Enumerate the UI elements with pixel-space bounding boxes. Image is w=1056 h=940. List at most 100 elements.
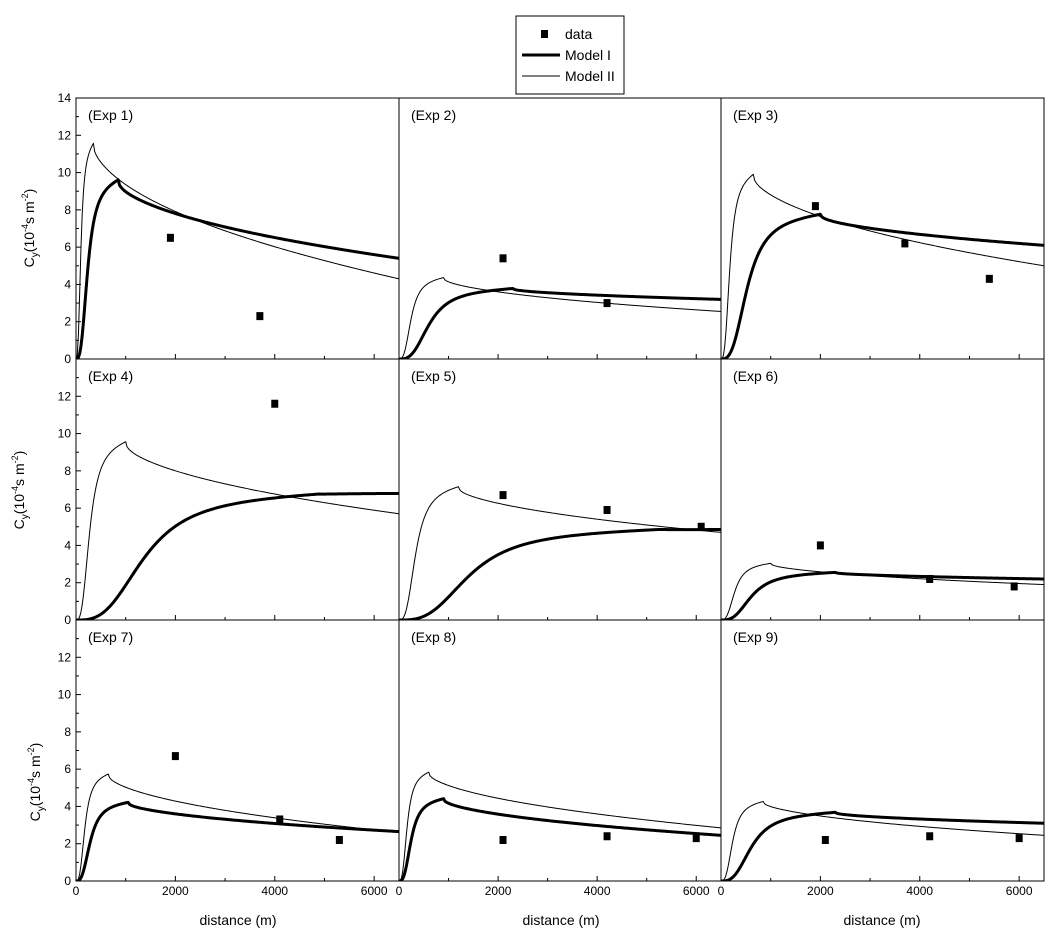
y-tick-label: 10 <box>58 166 72 180</box>
y-axis-label-row2: Cy(10-4s m-2) <box>10 451 31 530</box>
data-point <box>499 835 507 844</box>
y-tick-label: 10 <box>58 427 72 441</box>
panel-exp-9: 0 2000 4000 6000 (Exp 9) <box>718 619 1045 898</box>
ylabel-close: ) <box>21 189 37 194</box>
x-tick-label: 0 <box>396 884 403 898</box>
x-axis-label-col2: distance (m) <box>522 912 599 928</box>
data-point <box>811 202 819 211</box>
panel-exp-4: 0 2 4 6 8 10 12 (Exp 4) <box>58 358 400 627</box>
legend-data-marker <box>541 30 548 38</box>
x-tick-label: 0 <box>73 884 80 898</box>
y-axis-label-row1: Cy(10-4s m-2) <box>20 189 41 268</box>
svg-text:Cy(10-4s m-2): Cy(10-4s m-2) <box>26 743 47 822</box>
ylabel-c: C <box>27 811 43 821</box>
model-2-curve <box>721 800 1044 881</box>
ylabel-s: s m <box>11 463 27 486</box>
data-point <box>985 274 993 283</box>
data-point <box>256 312 264 321</box>
ylabel-exp2: -2 <box>10 455 20 463</box>
panel-label: (Exp 9) <box>733 629 778 645</box>
panel-curves <box>721 800 1044 881</box>
y-tick-label: 12 <box>58 389 72 403</box>
panel-curves <box>721 173 1044 359</box>
ylabel-paren: (10 <box>11 494 27 514</box>
y-tick-label: 4 <box>64 799 71 813</box>
panel-exp-5: (Exp 5) <box>398 358 722 621</box>
y-tick-label: 6 <box>64 762 71 776</box>
data-point <box>692 834 700 843</box>
panel-frame <box>398 97 722 360</box>
y-axis-labels: Cy(10-4s m-2) Cy(10-4s m-2) Cy(10-4s m-2… <box>10 189 47 822</box>
panel-exp-1: 0 2 4 6 8 10 12 14 (Exp 1) <box>58 91 400 366</box>
y-tick-label: 0 <box>64 874 71 888</box>
x-tick-label: 6000 <box>683 884 710 898</box>
ylabel-exp: -4 <box>20 224 30 232</box>
ylabel-c: C <box>21 257 37 267</box>
model-1-curve <box>399 797 721 881</box>
data-point <box>926 832 934 841</box>
y-tick-label: 8 <box>64 725 71 739</box>
panel-label: (Exp 7) <box>88 629 133 645</box>
data-point <box>697 522 705 531</box>
y-tick-label: 12 <box>58 650 72 664</box>
panel-frame <box>398 358 722 621</box>
svg-text:Cy(10-4s m-2): Cy(10-4s m-2) <box>10 451 31 530</box>
model-2-curve <box>721 173 1044 359</box>
panel-label: (Exp 1) <box>88 107 133 123</box>
model-1-curve <box>399 286 721 359</box>
y-tick-label: 8 <box>64 464 71 478</box>
panel-curves <box>76 142 399 359</box>
ylabel-sub: y <box>20 514 31 519</box>
x-axis-labels: distance (m) distance (m) distance (m) <box>199 912 920 928</box>
model-1-curve <box>721 810 1044 881</box>
y-axis-label-row3: Cy(10-4s m-2) <box>26 743 47 822</box>
y-tick-label: 14 <box>58 91 72 105</box>
y-tick-label: 2 <box>64 315 71 329</box>
data-point <box>603 506 611 515</box>
svg-text:Cy(10-4s m-2): Cy(10-4s m-2) <box>20 189 41 268</box>
x-tick-label: 0 <box>718 884 725 898</box>
x-tick-label: 6000 <box>1006 884 1033 898</box>
panels: 0 2 4 6 8 10 12 14 (Exp 1) (Exp 2) (Exp 3) 0 2 4 6 8 10 1… <box>58 91 1045 898</box>
panel-frame <box>720 358 1045 621</box>
y-tick-label: 4 <box>64 538 71 552</box>
ylabel-s: s m <box>27 755 43 778</box>
panel-curves <box>399 771 721 881</box>
x-tick-label: 4000 <box>584 884 611 898</box>
ylabel-close: ) <box>11 451 27 456</box>
y-tick-label: 12 <box>58 128 72 142</box>
data-point <box>1010 582 1018 591</box>
panel-exp-6: (Exp 6) <box>720 358 1045 621</box>
panel-exp-8: 0 2000 4000 6000 (Exp 8) <box>396 619 722 898</box>
panel-label: (Exp 8) <box>411 629 456 645</box>
ylabel-sub: y <box>36 806 47 811</box>
panel-curves <box>721 562 1044 620</box>
x-axis-label-col3: distance (m) <box>843 912 920 928</box>
panel-frame <box>75 358 400 621</box>
model-2-curve <box>76 441 399 620</box>
y-tick-label: 2 <box>64 576 71 590</box>
panel-label: (Exp 4) <box>88 368 133 384</box>
y-tick-label: 0 <box>64 613 71 627</box>
y-tick-label: 6 <box>64 501 71 515</box>
y-tick-label: 2 <box>64 837 71 851</box>
data-point <box>603 299 611 308</box>
panel-exp-3: (Exp 3) <box>720 97 1045 360</box>
y-tick-label: 4 <box>64 277 71 291</box>
model-1-curve <box>721 570 1044 620</box>
data-point <box>1015 834 1023 843</box>
panel-frame <box>398 619 722 882</box>
model-2-curve <box>399 277 721 359</box>
ylabel-paren: (10 <box>21 232 37 252</box>
x-axis-label-col1: distance (m) <box>199 912 276 928</box>
data-point <box>271 399 279 408</box>
model-2-curve <box>76 773 399 881</box>
y-tick-label: 0 <box>64 352 71 366</box>
x-tick-label: 6000 <box>361 884 388 898</box>
ylabel-sub: y <box>30 252 41 257</box>
model-2-curve <box>721 562 1044 620</box>
panel-curves <box>76 773 399 881</box>
y-tick-label: 8 <box>64 203 71 217</box>
data-point <box>603 832 611 841</box>
